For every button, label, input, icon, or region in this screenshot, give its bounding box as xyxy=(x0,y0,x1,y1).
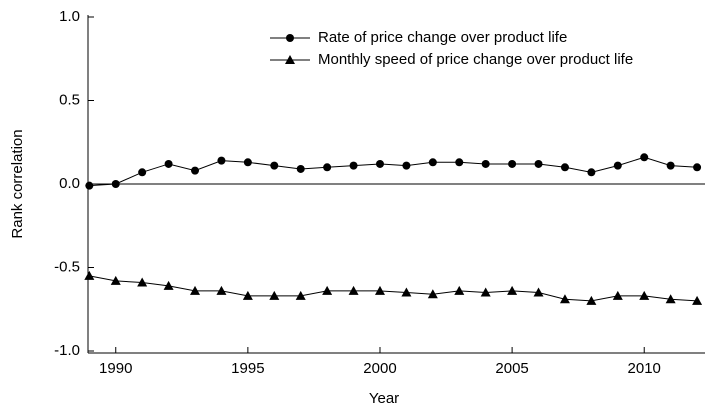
marker xyxy=(191,166,200,175)
marker xyxy=(270,161,279,170)
marker xyxy=(639,290,650,300)
marker xyxy=(534,159,543,168)
marker xyxy=(217,156,226,165)
marker xyxy=(640,153,649,162)
marker xyxy=(374,285,385,295)
marker xyxy=(402,161,411,170)
marker xyxy=(586,295,597,305)
x-tick-label: 2005 xyxy=(495,360,528,377)
y-axis-label: Rank correlation xyxy=(9,129,26,238)
marker xyxy=(559,294,570,304)
marker xyxy=(111,180,120,188)
y-tick-label: -1.0 xyxy=(54,342,80,359)
marker xyxy=(507,285,518,295)
marker xyxy=(480,287,491,297)
marker xyxy=(163,280,174,290)
marker xyxy=(110,275,121,285)
marker xyxy=(295,290,306,300)
marker xyxy=(612,290,623,300)
marker xyxy=(455,158,464,167)
marker xyxy=(508,159,517,168)
legend-label: Monthly speed of price change over produ… xyxy=(318,51,633,68)
marker xyxy=(85,181,94,190)
marker xyxy=(137,277,148,287)
marker xyxy=(693,163,702,172)
marker xyxy=(401,287,412,297)
marker xyxy=(692,295,703,305)
x-tick-label: 2000 xyxy=(363,360,396,377)
series-line xyxy=(89,275,698,302)
marker xyxy=(533,287,544,297)
x-tick-label: 1990 xyxy=(99,360,132,377)
marker xyxy=(665,294,676,304)
marker xyxy=(613,161,622,170)
y-tick-label: 0.5 xyxy=(59,91,80,108)
marker xyxy=(243,158,252,167)
marker xyxy=(84,270,95,280)
marker xyxy=(269,290,280,300)
y-tick-label: 1.0 xyxy=(59,8,80,25)
marker xyxy=(190,285,201,295)
series-line xyxy=(89,156,698,187)
marker xyxy=(164,159,173,168)
legend-label: Rate of price change over product life xyxy=(318,29,567,46)
marker xyxy=(454,285,465,295)
marker xyxy=(242,290,253,300)
y-tick-label: 0.0 xyxy=(59,175,80,192)
legend-marker xyxy=(286,34,294,42)
marker xyxy=(481,159,490,168)
marker xyxy=(666,161,675,170)
marker xyxy=(427,289,438,299)
marker xyxy=(560,163,569,172)
legend-marker xyxy=(285,55,295,64)
x-tick-label: 2010 xyxy=(628,360,661,377)
marker xyxy=(216,285,227,295)
marker xyxy=(375,159,384,168)
marker xyxy=(323,163,332,172)
marker xyxy=(348,285,359,295)
marker xyxy=(296,164,305,173)
marker xyxy=(138,168,147,177)
marker xyxy=(587,168,596,177)
y-tick-label: -0.5 xyxy=(54,258,80,275)
x-axis-label: Year xyxy=(369,390,399,407)
marker xyxy=(349,161,358,170)
marker xyxy=(322,285,333,295)
x-tick-label: 1995 xyxy=(231,360,264,377)
marker xyxy=(428,158,437,167)
